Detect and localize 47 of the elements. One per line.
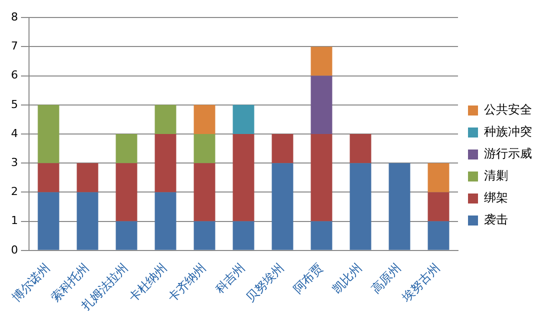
bar (76, 192, 98, 250)
bar (154, 192, 176, 250)
bar (38, 104, 60, 164)
bar (38, 163, 60, 192)
bar (116, 163, 138, 222)
bar (310, 76, 332, 134)
bar (116, 134, 138, 164)
y-tick-label: 6 (11, 68, 18, 82)
legend-label: 清剿 (484, 168, 508, 183)
y-tick-label: 2 (11, 185, 18, 198)
bar (154, 104, 176, 134)
bar (388, 163, 410, 250)
bar (350, 163, 372, 250)
y-tick-label: 3 (11, 156, 18, 169)
bar (272, 163, 294, 250)
bar (428, 163, 450, 192)
bar (232, 104, 254, 134)
x-tick-label: 凯比州 (329, 260, 365, 296)
bar (154, 134, 176, 192)
bar (194, 104, 216, 134)
bar (38, 192, 60, 250)
bar (194, 134, 216, 164)
bar (310, 221, 332, 250)
bar (194, 163, 216, 222)
bar (194, 221, 216, 250)
y-tick-label: 1 (11, 214, 18, 228)
bar (116, 221, 138, 250)
bar (350, 134, 372, 164)
bar (272, 134, 294, 164)
y-tick-label: 5 (11, 98, 18, 111)
legend-label: 公共安全 (484, 102, 532, 117)
bar (232, 221, 254, 250)
bar (428, 192, 450, 222)
y-tick-label: 8 (11, 10, 18, 24)
y-tick-label: 0 (11, 243, 18, 256)
legend-label: 游行示威 (484, 146, 532, 161)
bar (310, 134, 332, 222)
x-tick-label: 阿布贾 (290, 260, 326, 296)
y-tick-label: 7 (11, 40, 18, 53)
bar (310, 46, 332, 76)
bar (428, 221, 450, 250)
bar (232, 134, 254, 222)
y-tick-label: 4 (11, 126, 18, 140)
bar (76, 163, 98, 192)
legend-label: 种族冲突 (484, 124, 532, 139)
legend-label: 绑架 (484, 190, 508, 205)
legend-label: 袭击 (484, 212, 508, 227)
